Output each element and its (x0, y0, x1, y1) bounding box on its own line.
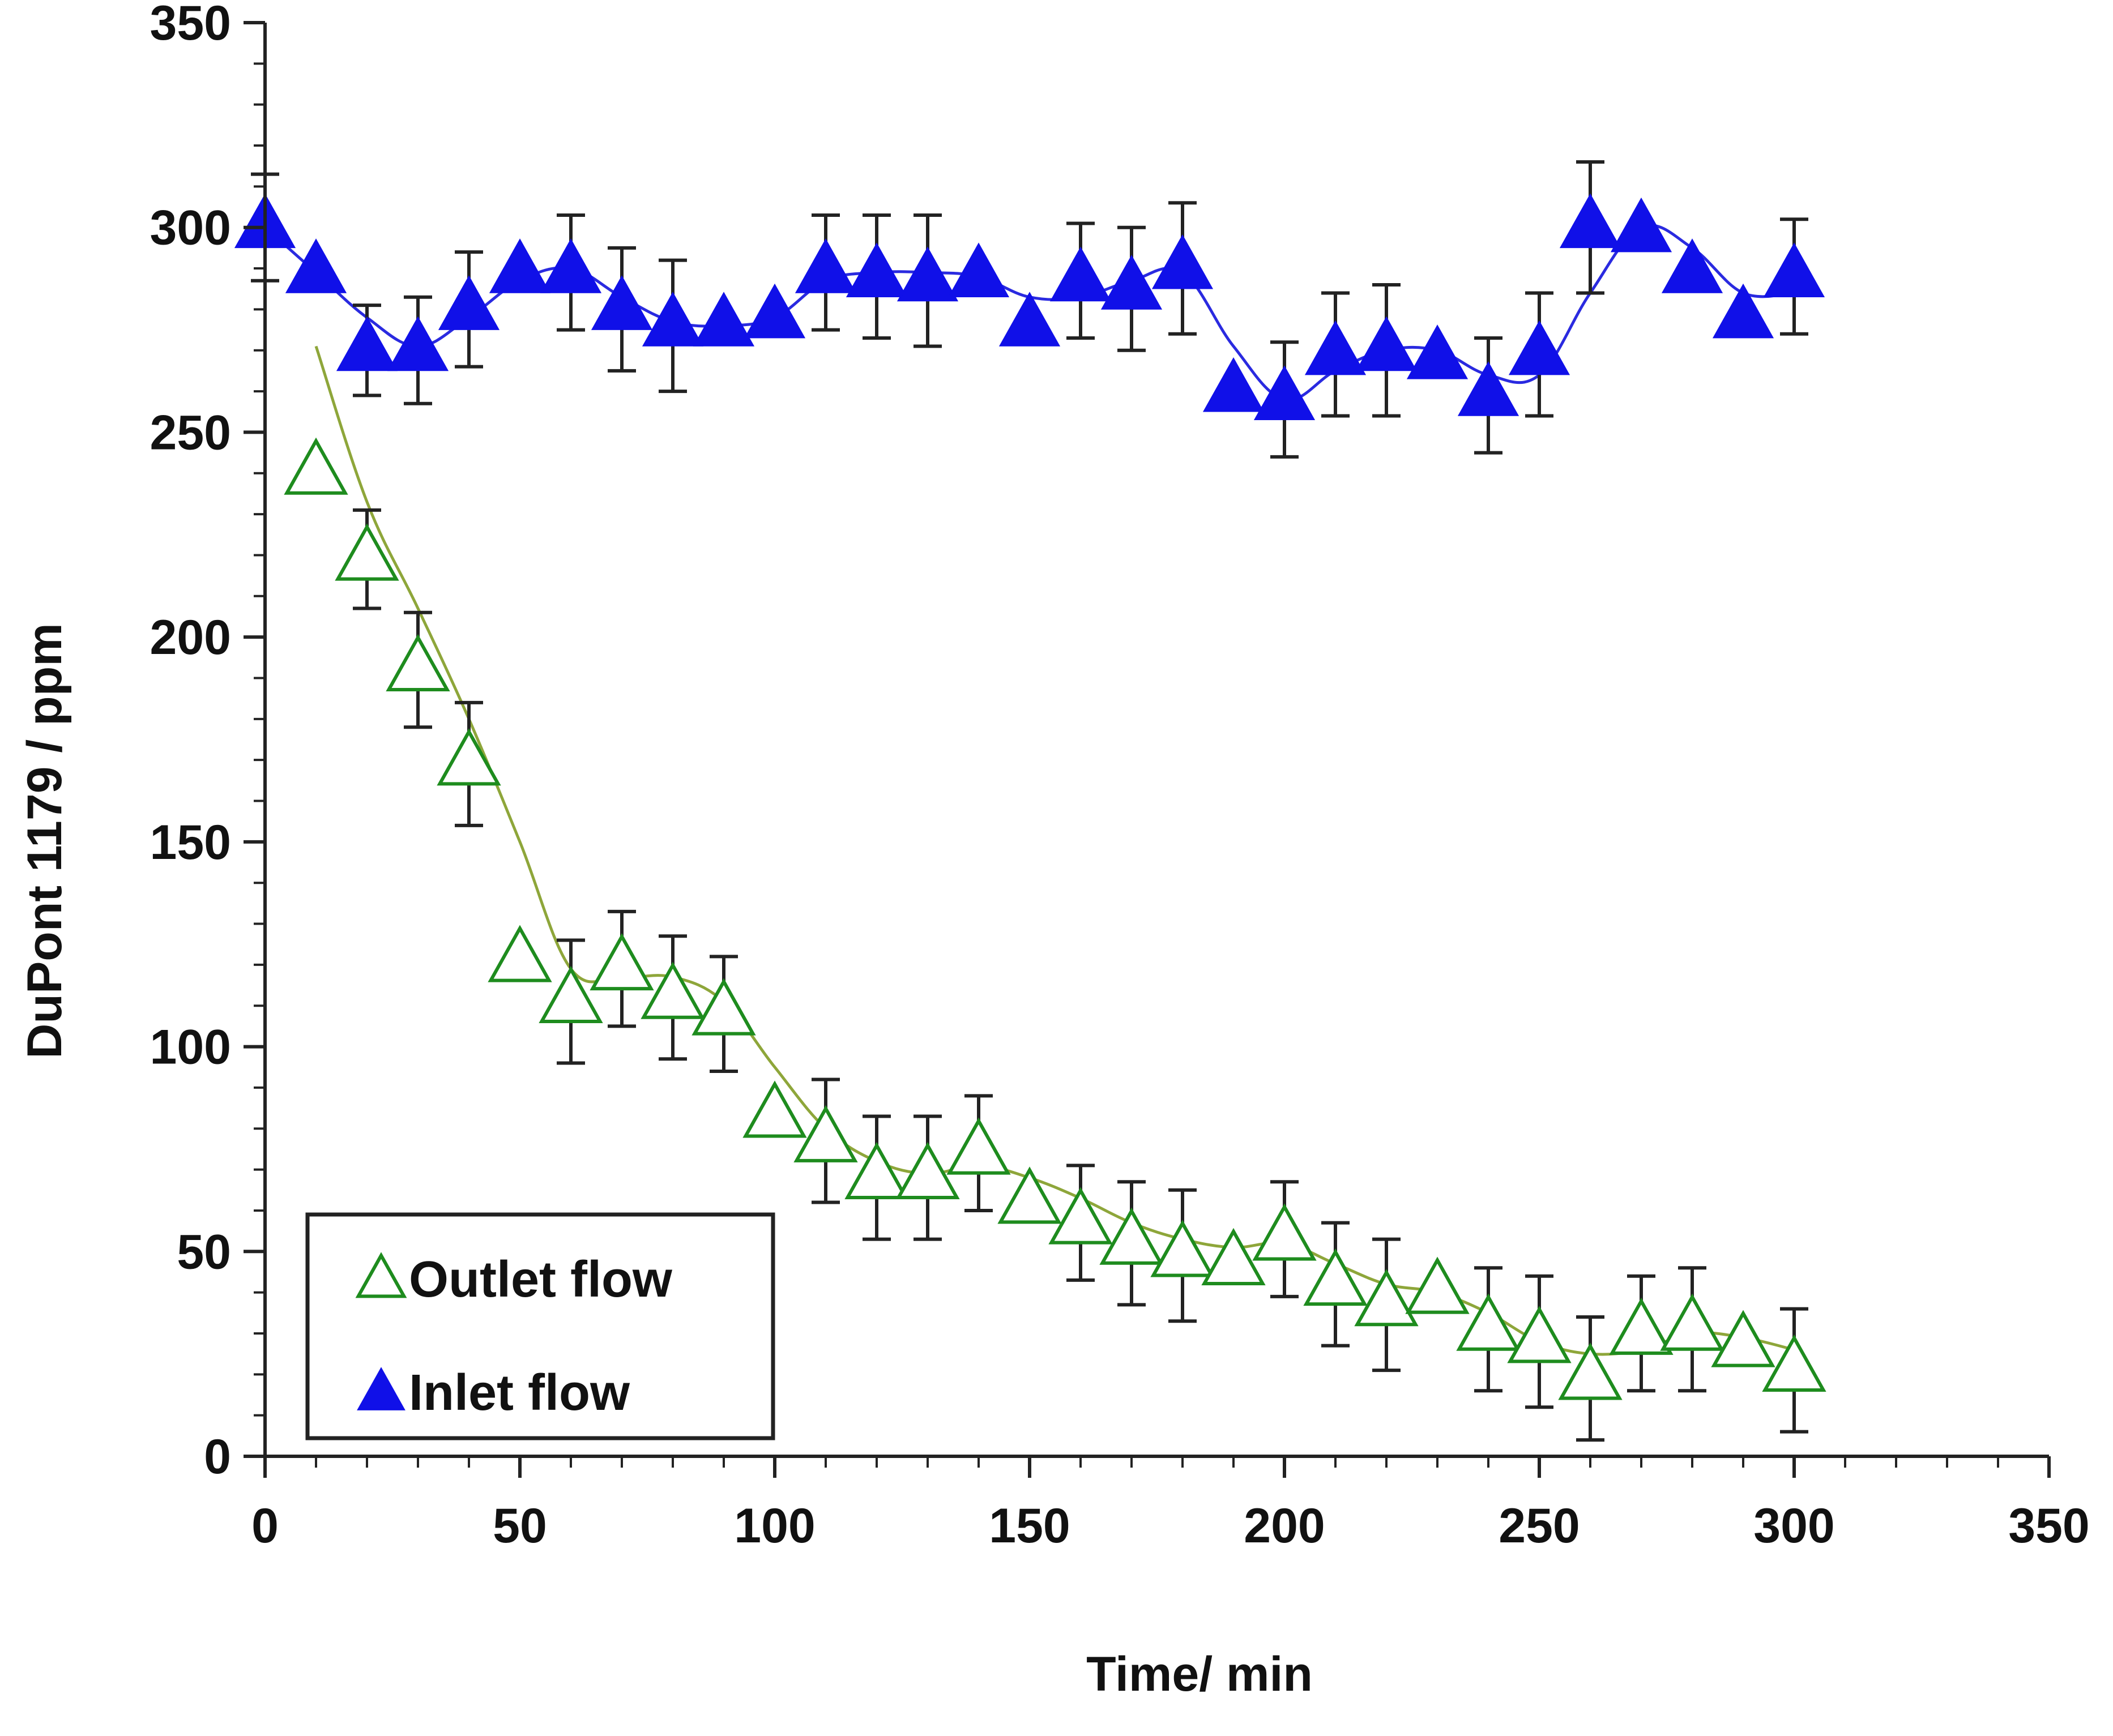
data-point-outlet-flow (742, 1080, 807, 1138)
data-point-inlet-flow (1712, 283, 1774, 339)
x-tick-label: 150 (989, 1499, 1070, 1553)
data-point-inlet-flow (1100, 255, 1163, 310)
legend: Outlet flow Inlet flow (305, 1212, 775, 1440)
data-point-outlet-flow (1252, 1203, 1317, 1261)
data-point-inlet-flow (1457, 361, 1519, 416)
data-point-outlet-flow (793, 1105, 858, 1162)
x-tick-label: 250 (1499, 1499, 1580, 1553)
data-point-inlet-flow (1610, 197, 1672, 253)
data-point-inlet-flow (438, 275, 500, 330)
trend-line-outlet-flow (314, 345, 1795, 1356)
data-point-outlet-flow (335, 523, 399, 581)
data-point-outlet-flow (1099, 1207, 1164, 1265)
data-point-inlet-flow (489, 238, 551, 293)
legend-label-inlet-flow: Inlet flow (409, 1365, 630, 1421)
data-point-inlet-flow (1559, 193, 1621, 249)
data-point-inlet-flow (693, 292, 755, 347)
tick-labels: 0 50 100 150 200 250 300 350 0 50 100 150 200 250 300 3… (150, 0, 2090, 1553)
data-point-outlet-flow (691, 978, 756, 1036)
data-point-outlet-flow (997, 1166, 1062, 1224)
legend-icon-inlet-flow (357, 1367, 405, 1410)
x-axis-title: Time/ min (1086, 1647, 1313, 1701)
data-point-inlet-flow (1661, 238, 1723, 293)
y-tick-label: 300 (150, 201, 232, 255)
data-point-outlet-flow (1711, 1310, 1775, 1367)
data-point-outlet-flow (1609, 1297, 1674, 1355)
data-point-inlet-flow (744, 283, 806, 339)
y-tick-label: 350 (150, 0, 232, 50)
y-tick-label: 150 (150, 815, 232, 870)
legend-icon-outlet-flow (355, 1252, 407, 1298)
data-point-outlet-flow (895, 1141, 960, 1200)
legend-icons (355, 1252, 407, 1410)
x-tick-label: 200 (1244, 1499, 1325, 1553)
data-point-inlet-flow (1406, 324, 1469, 379)
data-point-outlet-flow (539, 965, 603, 1023)
data-point-outlet-flow (1354, 1269, 1419, 1327)
data-point-inlet-flow (897, 246, 959, 302)
data-point-inlet-flow (387, 316, 449, 371)
data-point-inlet-flow (1253, 365, 1316, 421)
data-point-inlet-flow (285, 238, 347, 293)
data-point-outlet-flow (1303, 1248, 1368, 1306)
data-point-inlet-flow (947, 242, 1010, 297)
data-point-outlet-flow (1405, 1256, 1470, 1314)
data-point-outlet-flow (1762, 1334, 1826, 1392)
data-point-inlet-flow (1202, 357, 1265, 412)
data-point-outlet-flow (1558, 1342, 1623, 1400)
data-point-outlet-flow (386, 634, 450, 691)
y-tick-label: 100 (150, 1020, 232, 1075)
series-markers (234, 193, 1826, 1400)
data-point-outlet-flow (1150, 1220, 1215, 1277)
y-axis-title: DuPont 1179 / ppm (18, 623, 72, 1058)
data-point-inlet-flow (998, 292, 1061, 347)
y-tick-label: 200 (150, 610, 232, 665)
data-point-outlet-flow (1660, 1293, 1724, 1351)
data-point-inlet-flow (1049, 246, 1112, 302)
data-point-inlet-flow (1304, 320, 1367, 375)
data-point-outlet-flow (1201, 1228, 1266, 1285)
x-tick-label: 100 (734, 1499, 816, 1553)
data-point-outlet-flow (641, 961, 705, 1019)
data-point-outlet-flow (946, 1117, 1011, 1175)
data-point-inlet-flow (795, 238, 857, 293)
data-point-outlet-flow (1456, 1293, 1521, 1351)
x-tick-label: 350 (2008, 1499, 2090, 1553)
data-point-outlet-flow (1507, 1306, 1572, 1363)
data-point-outlet-flow (437, 728, 501, 786)
data-point-inlet-flow (1151, 234, 1214, 289)
data-point-inlet-flow (642, 292, 704, 347)
legend-label-outlet-flow: Outlet flow (409, 1251, 673, 1308)
x-tick-label: 50 (493, 1499, 547, 1553)
axes (244, 21, 2051, 1478)
data-point-outlet-flow (1048, 1187, 1113, 1245)
data-point-inlet-flow (540, 238, 602, 293)
data-point-inlet-flow (336, 316, 398, 371)
data-point-inlet-flow (591, 275, 653, 330)
data-point-outlet-flow (590, 933, 654, 991)
y-tick-label: 0 (204, 1430, 231, 1484)
data-point-outlet-flow (844, 1141, 909, 1200)
y-tick-label: 50 (177, 1225, 231, 1279)
data-point-outlet-flow (284, 437, 348, 495)
data-point-outlet-flow (488, 925, 552, 982)
data-point-inlet-flow (846, 242, 908, 297)
data-point-inlet-flow (1508, 320, 1570, 375)
x-tick-label: 0 (251, 1499, 279, 1553)
data-point-inlet-flow (1763, 242, 1825, 297)
x-tick-label: 300 (1753, 1499, 1835, 1553)
data-point-inlet-flow (1355, 316, 1418, 371)
y-tick-label: 250 (150, 405, 232, 460)
